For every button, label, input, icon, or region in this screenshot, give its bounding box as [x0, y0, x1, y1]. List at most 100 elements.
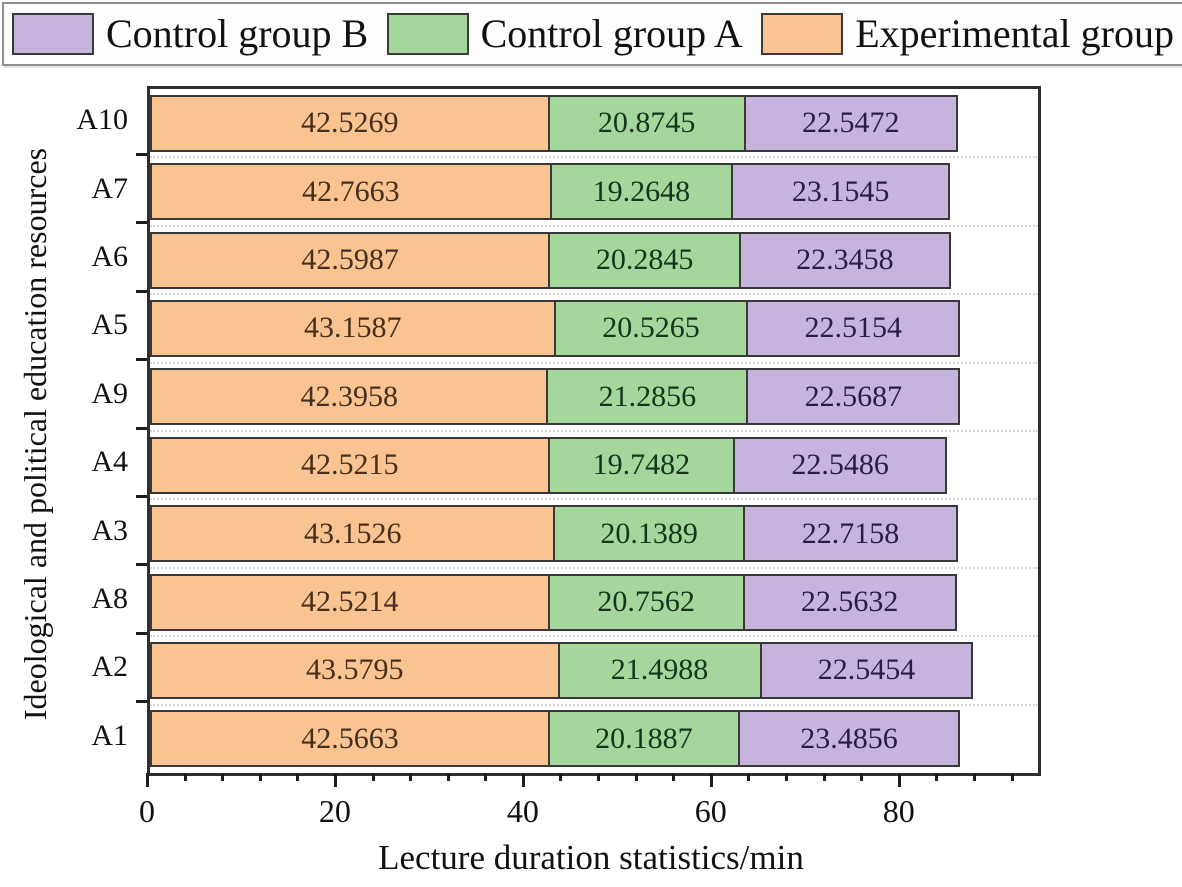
- bar-segment-control-group-b: 22.7158: [742, 505, 959, 563]
- bar-value-label: 42.5987: [301, 243, 399, 276]
- bar-segment-control-group-b: 22.5632: [742, 573, 957, 631]
- y-tick: [136, 289, 148, 293]
- bar-segment-experimental-group: 42.3958: [150, 368, 549, 426]
- x-tick-label: 60: [694, 793, 727, 829]
- legend: Control group B Control group A Experime…: [2, 2, 1182, 66]
- bar-value-label: 43.1526: [303, 516, 402, 550]
- x-tick-minor: [972, 773, 976, 781]
- bar-value-label: 21.4988: [610, 653, 709, 687]
- bar-segment-control-group-a: 21.2856: [546, 368, 749, 426]
- bar-segment-control-group-b: 22.5687: [746, 368, 961, 426]
- x-tick-minor: [183, 773, 187, 781]
- legend-label: Control group A: [480, 11, 743, 56]
- bar-segment-control-group-a: 20.8745: [547, 94, 746, 152]
- bar-segment-experimental-group: 42.5663: [150, 710, 550, 768]
- y-tick: [136, 494, 148, 498]
- x-tick-minor: [1010, 773, 1014, 781]
- bar-value-label: 20.7562: [597, 585, 695, 618]
- y-tick: [136, 152, 148, 156]
- x-tick-minor: [446, 773, 450, 781]
- bar-value-label: 43.5795: [306, 653, 404, 687]
- gridline: [150, 498, 1038, 501]
- category-label-a3: A3: [91, 513, 128, 547]
- bar-value-label: 22.5454: [817, 653, 916, 687]
- x-tick-label: 80: [882, 793, 915, 829]
- bar-value-label: 20.1389: [600, 516, 698, 550]
- bar-value-label: 23.1545: [791, 174, 890, 208]
- bar-segment-control-group-a: 19.7482: [547, 436, 736, 494]
- x-tick-label: 20: [318, 793, 351, 829]
- x-tick-label: 0: [139, 793, 155, 829]
- bar-value-label: 22.5154: [804, 311, 902, 345]
- category-label-a8: A8: [91, 581, 128, 615]
- legend-label: Experimental group: [855, 11, 1174, 56]
- bar-segment-experimental-group: 42.5215: [150, 436, 550, 494]
- bar-value-label: 22.5472: [801, 106, 900, 140]
- x-tick-minor: [484, 773, 488, 781]
- bar-value-label: 19.2648: [592, 174, 691, 208]
- gridline: [150, 430, 1038, 432]
- bar-value-label: 20.1887: [595, 721, 693, 755]
- bar-segment-control-group-b: 22.5154: [746, 299, 960, 357]
- bar-segment-control-group-a: 20.7562: [547, 573, 745, 631]
- bar-segment-experimental-group: 43.5795: [150, 641, 560, 699]
- x-tick-minor: [258, 773, 262, 781]
- x-tick-minor: [784, 773, 788, 781]
- x-tick-minor: [409, 773, 413, 781]
- x-axis-ticks: 0 20 40 60 80: [139, 773, 1047, 887]
- bar-value-label: 42.3958: [300, 379, 398, 413]
- bar-segment-control-group-a: 20.5265: [553, 299, 749, 357]
- legend-item-control-group-a: Control group A: [386, 11, 743, 56]
- x-tick-minor: [747, 773, 751, 781]
- x-tick-minor: [559, 773, 563, 781]
- bar-segment-control-group-a: 20.1389: [553, 505, 745, 563]
- category-label-a2: A2: [91, 650, 128, 684]
- x-axis-title: Lecture duration statistics/min: [378, 838, 804, 877]
- bar-value-label: 42.7663: [302, 174, 400, 208]
- y-tick: [136, 563, 148, 567]
- bar-value-label: 19.7482: [592, 448, 691, 482]
- x-tick-major: [521, 773, 525, 787]
- y-tick: [136, 221, 148, 225]
- x-tick-minor: [371, 773, 375, 781]
- bar-value-label: 22.5486: [791, 448, 889, 482]
- bar-value-label: 20.5265: [602, 311, 700, 345]
- bar-value-label: 42.5215: [301, 448, 399, 482]
- bar-segment-experimental-group: 42.5214: [150, 573, 550, 631]
- x-tick-label: 40: [506, 793, 539, 829]
- bar-segment-experimental-group: 43.1587: [150, 299, 556, 357]
- x-tick-major: [709, 773, 713, 787]
- gridline: [150, 156, 1038, 159]
- bar-segment-control-group-b: 23.4856: [737, 710, 961, 768]
- bar-value-label: 43.1587: [304, 311, 402, 345]
- bar-segment-experimental-group: 43.1526: [150, 505, 556, 563]
- gridline: [150, 566, 1038, 569]
- bar-value-label: 20.2845: [595, 243, 694, 276]
- bar-value-label: 22.5687: [804, 379, 903, 413]
- gridline: [150, 293, 1038, 296]
- bar-value-label: 23.4856: [800, 721, 898, 755]
- category-label-a4: A4: [91, 445, 128, 479]
- gridline: [150, 224, 1038, 227]
- bar-value-label: 22.3458: [796, 243, 894, 276]
- legend-item-control-group-b: Control group B: [12, 13, 368, 55]
- bar-segment-control-group-b: 22.5454: [759, 641, 974, 699]
- legend-swatch-control-group-a: [386, 13, 469, 55]
- bar-segment-control-group-b: 23.1545: [730, 163, 951, 221]
- legend-item-experimental-group: Experimental group: [761, 13, 1174, 55]
- bar-segment-experimental-group: 42.7663: [150, 163, 552, 221]
- x-tick-minor: [296, 773, 300, 781]
- x-tick-major: [333, 773, 337, 787]
- category-label-a7: A7: [91, 171, 128, 205]
- y-tick: [136, 426, 148, 430]
- category-label-a9: A9: [91, 376, 128, 410]
- bar-value-label: 21.2856: [598, 379, 697, 413]
- bar-segment-control-group-a: 20.1887: [547, 710, 740, 768]
- category-label-a6: A6: [91, 239, 128, 273]
- y-tick: [136, 358, 148, 362]
- bar-segment-control-group-b: 22.5486: [733, 436, 947, 494]
- category-label-a1: A1: [91, 718, 128, 752]
- bar-value-label: 22.5632: [800, 585, 899, 618]
- bar-segment-control-group-a: 20.2845: [548, 231, 741, 289]
